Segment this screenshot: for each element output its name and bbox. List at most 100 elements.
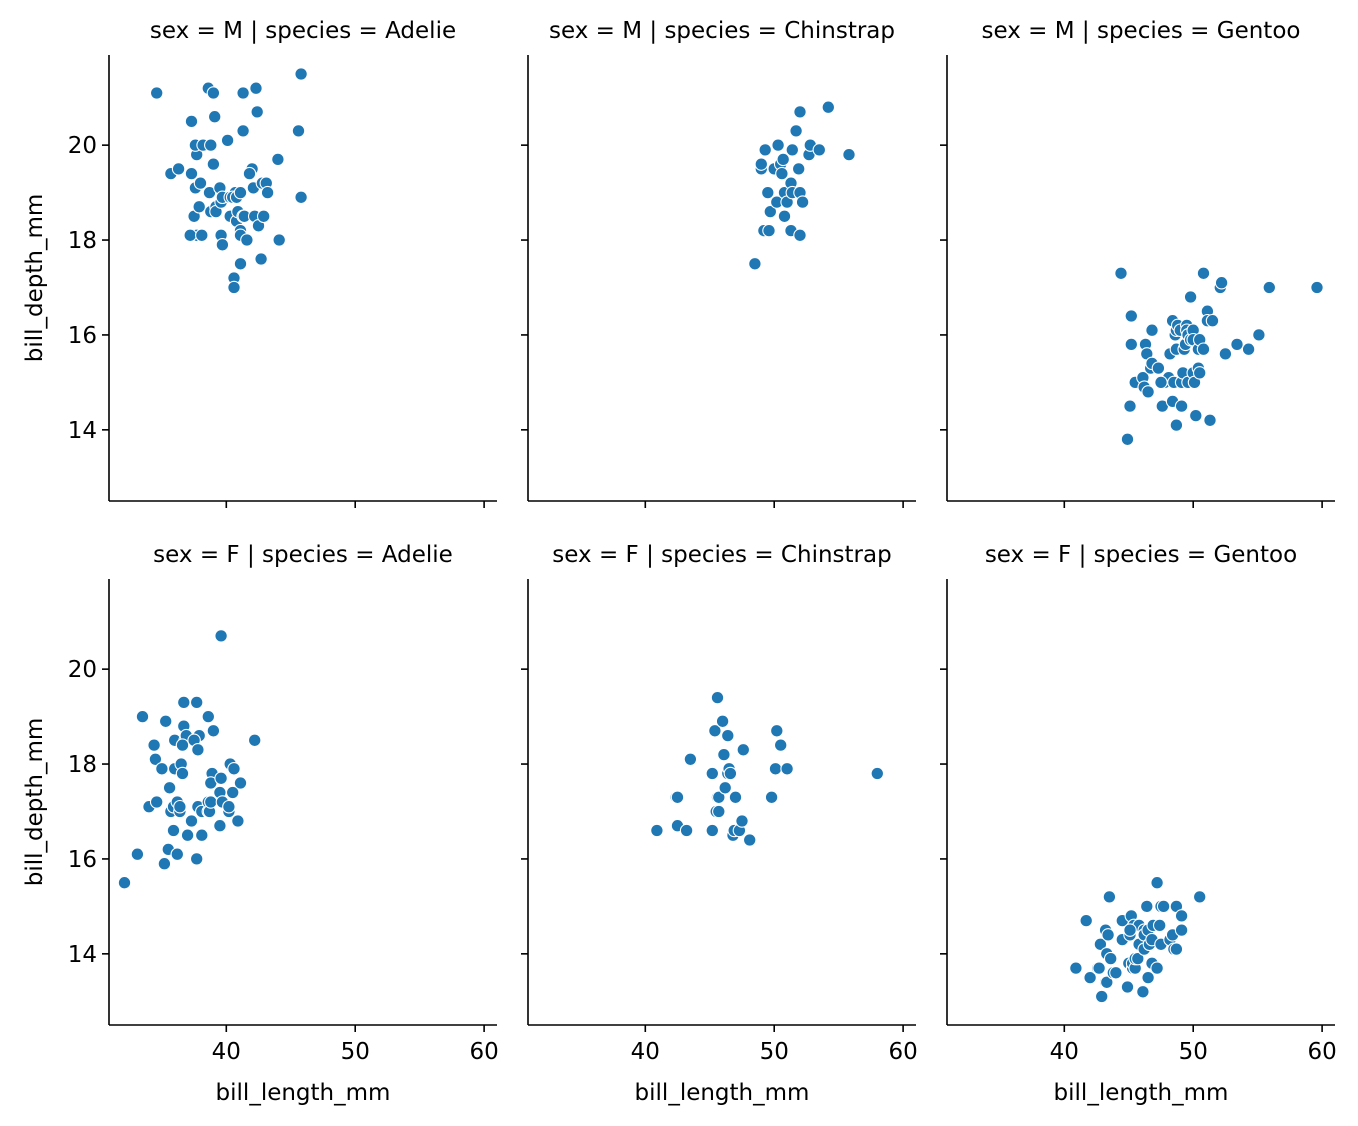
data-point [870,766,885,781]
data-point [1192,890,1207,904]
panel-male-adelie: sex = M | species = Adelie 14 16 18 20 [68,18,497,508]
data-point [1131,951,1145,966]
data-point [220,133,235,148]
data-point [191,743,205,757]
data-point [117,875,132,890]
data-point [272,233,286,247]
data-point [158,714,173,729]
data-point [791,162,806,176]
panel-title: sex = F | species = Chinstrap [552,542,891,568]
y-tick-label: 16 [68,847,97,873]
data-point [195,828,209,842]
data-point [1183,290,1198,304]
data-point [1101,928,1115,942]
data-point [1189,408,1203,423]
data-point [1124,309,1139,323]
data-point [736,743,751,757]
scatter-points [1114,266,1324,447]
data-point [1154,375,1168,390]
data-point [842,147,856,162]
data-point [206,86,221,100]
data-point [227,762,241,776]
data-point [1109,966,1123,980]
data-point [763,204,778,219]
data-point [679,823,694,838]
data-point [166,823,181,838]
data-point [240,233,254,247]
data-point [250,105,264,119]
data-point [222,799,236,814]
data-point [650,823,664,838]
data-point [793,228,807,243]
data-point [135,709,150,724]
data-point [225,785,240,800]
data-point [233,257,248,271]
data-point [717,747,731,762]
data-point [148,752,163,767]
data-point [710,690,725,705]
data-point [795,195,810,209]
data-point [207,109,222,124]
data-point [1140,899,1154,914]
data-point [771,138,785,152]
data-point [291,124,306,138]
data-point [758,143,772,157]
data-point [735,814,749,828]
data-point [1152,918,1167,933]
data-point [1174,923,1189,937]
data-point [1114,266,1128,281]
data-point [776,152,790,167]
panel-title: sex = M | species = Gentoo [982,18,1301,44]
data-point [157,856,172,871]
data-point [1123,399,1137,413]
data-point [780,762,794,776]
data-point [170,847,185,861]
data-point [294,190,308,205]
scatter-points [1069,875,1207,1004]
data-point [193,176,208,190]
y-tick-label: 14 [68,942,97,968]
data-point [793,105,807,119]
data-point [1094,989,1109,1004]
data-point [201,709,216,724]
scatter-points [650,690,885,847]
x-tick-label: 40 [212,1039,241,1065]
data-point [1241,342,1256,356]
data-point [718,781,732,795]
data-point [189,852,204,866]
data-point [1203,413,1217,428]
data-point [294,67,308,81]
x-tick-label: 40 [1050,1039,1079,1065]
panel-female-gentoo: sex = F | species = Gentoo 40 50 60 [940,542,1337,1065]
data-point [1083,970,1097,985]
data-point [1141,385,1155,399]
x-tick-label: 60 [888,1039,917,1065]
data-point [271,152,285,167]
data-point [206,724,221,738]
y-tick-label: 18 [68,752,97,778]
data-point [1093,937,1108,952]
y-tick-label: 16 [68,323,97,349]
y-axis-label-bottom: bill_depth_mm [22,718,48,887]
data-point [1124,337,1139,352]
data-point [1262,280,1277,295]
data-point [1120,980,1135,994]
data-point [1174,399,1189,413]
data-point [761,185,775,200]
data-point [768,762,783,776]
y-axis-label-top: bill_depth_mm [22,194,48,363]
data-point [812,143,827,157]
data-point [206,157,221,171]
data-point [214,629,228,643]
data-point [705,823,720,838]
data-point [1123,923,1137,937]
panel-male-gentoo: sex = M | species = Gentoo [940,18,1335,508]
data-point [1169,418,1184,432]
panel-title: sex = F | species = Gentoo [985,542,1297,568]
x-tick-label: 60 [469,1039,498,1065]
data-point [184,114,199,129]
data-point [775,166,789,181]
panel-title: sex = F | species = Adelie [153,542,453,568]
data-point [214,771,228,786]
data-point [762,223,776,238]
